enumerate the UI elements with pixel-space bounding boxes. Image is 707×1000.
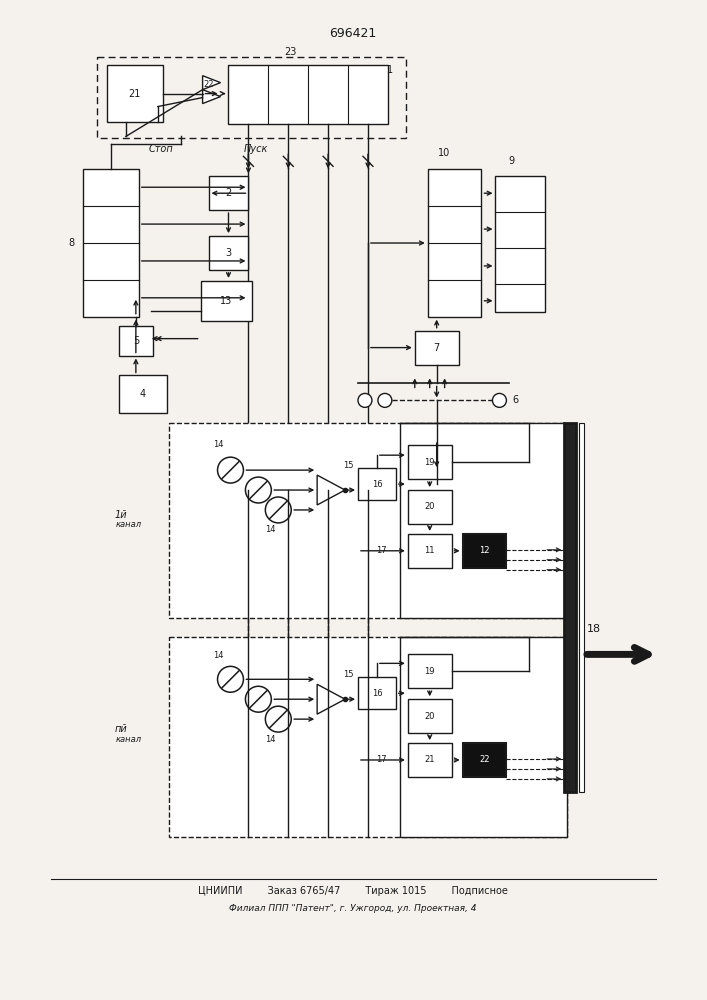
- Text: 14: 14: [265, 525, 276, 534]
- Bar: [408, 490, 452, 524]
- Text: Стоп: Стоп: [148, 144, 173, 154]
- Text: ЦНИИПИ        Заказ 6765/47        Тираж 1015        Подписное: ЦНИИПИ Заказ 6765/47 Тираж 1015 Подписно…: [198, 886, 508, 896]
- Text: 19: 19: [424, 458, 435, 467]
- Text: 12: 12: [479, 546, 490, 555]
- Bar: [107, 65, 163, 122]
- Bar: [209, 176, 248, 210]
- Text: 21: 21: [129, 89, 141, 99]
- Text: 19: 19: [424, 667, 435, 676]
- Text: 18: 18: [587, 624, 601, 634]
- Polygon shape: [317, 684, 345, 714]
- Text: Пуск: Пуск: [244, 144, 269, 154]
- Text: 2: 2: [226, 188, 232, 198]
- Text: 12: 12: [479, 546, 491, 555]
- Text: Филиал ППП "Патент", г. Ужгород, ул. Проектная, 4: Филиал ППП "Патент", г. Ужгород, ул. Про…: [229, 904, 477, 913]
- Circle shape: [358, 393, 372, 407]
- Bar: [462, 743, 506, 777]
- Text: 1й: 1й: [115, 510, 127, 520]
- Text: 16: 16: [372, 689, 382, 698]
- Text: 11: 11: [424, 546, 435, 555]
- Bar: [119, 326, 153, 356]
- Polygon shape: [317, 475, 345, 505]
- Circle shape: [265, 497, 291, 523]
- Text: 23: 23: [284, 47, 296, 57]
- Text: 8: 8: [68, 238, 74, 248]
- Polygon shape: [203, 90, 221, 104]
- Circle shape: [378, 393, 392, 407]
- Bar: [408, 534, 452, 568]
- Circle shape: [493, 393, 506, 407]
- Bar: [415, 331, 459, 365]
- Bar: [169, 423, 567, 618]
- Bar: [119, 375, 167, 413]
- Text: 13: 13: [221, 296, 233, 306]
- Text: 10: 10: [438, 148, 450, 158]
- Circle shape: [245, 477, 271, 503]
- Text: 16: 16: [372, 480, 382, 489]
- Bar: [462, 534, 506, 568]
- Text: 4: 4: [140, 389, 146, 399]
- Text: 14: 14: [265, 735, 276, 744]
- Text: 5: 5: [133, 336, 139, 346]
- Bar: [408, 654, 452, 688]
- Text: 7: 7: [433, 343, 440, 353]
- Bar: [400, 637, 567, 837]
- Bar: [400, 423, 567, 618]
- Text: 15: 15: [343, 461, 354, 470]
- Text: 15: 15: [343, 670, 354, 679]
- Text: 22: 22: [204, 80, 214, 89]
- Bar: [579, 423, 584, 792]
- Bar: [201, 281, 252, 321]
- Text: канал: канал: [116, 520, 142, 529]
- Circle shape: [218, 457, 243, 483]
- Bar: [83, 169, 139, 317]
- Text: 22: 22: [479, 755, 490, 764]
- Text: 17: 17: [377, 546, 387, 555]
- Bar: [564, 423, 576, 792]
- Bar: [408, 743, 452, 777]
- Circle shape: [218, 666, 243, 692]
- Text: 6: 6: [513, 395, 518, 405]
- Text: 1: 1: [387, 65, 393, 75]
- Text: пй: пй: [115, 724, 127, 734]
- Text: 9: 9: [508, 156, 515, 166]
- Bar: [428, 169, 481, 317]
- Bar: [408, 699, 452, 733]
- Circle shape: [245, 686, 271, 712]
- Text: 20: 20: [424, 502, 435, 511]
- Bar: [358, 677, 396, 709]
- Text: 20: 20: [424, 712, 435, 721]
- Bar: [97, 57, 406, 138]
- Text: 696421: 696421: [329, 27, 377, 40]
- Bar: [209, 236, 248, 270]
- Text: 17: 17: [377, 755, 387, 764]
- Bar: [169, 637, 567, 837]
- Bar: [228, 65, 388, 124]
- Bar: [408, 445, 452, 479]
- Bar: [358, 468, 396, 500]
- Text: 14: 14: [214, 651, 224, 660]
- Text: 3: 3: [226, 248, 232, 258]
- Text: канал: канал: [116, 735, 142, 744]
- Bar: [496, 176, 545, 312]
- Polygon shape: [203, 76, 221, 90]
- Text: 21: 21: [424, 755, 435, 764]
- Circle shape: [265, 706, 291, 732]
- Text: 14: 14: [214, 440, 224, 449]
